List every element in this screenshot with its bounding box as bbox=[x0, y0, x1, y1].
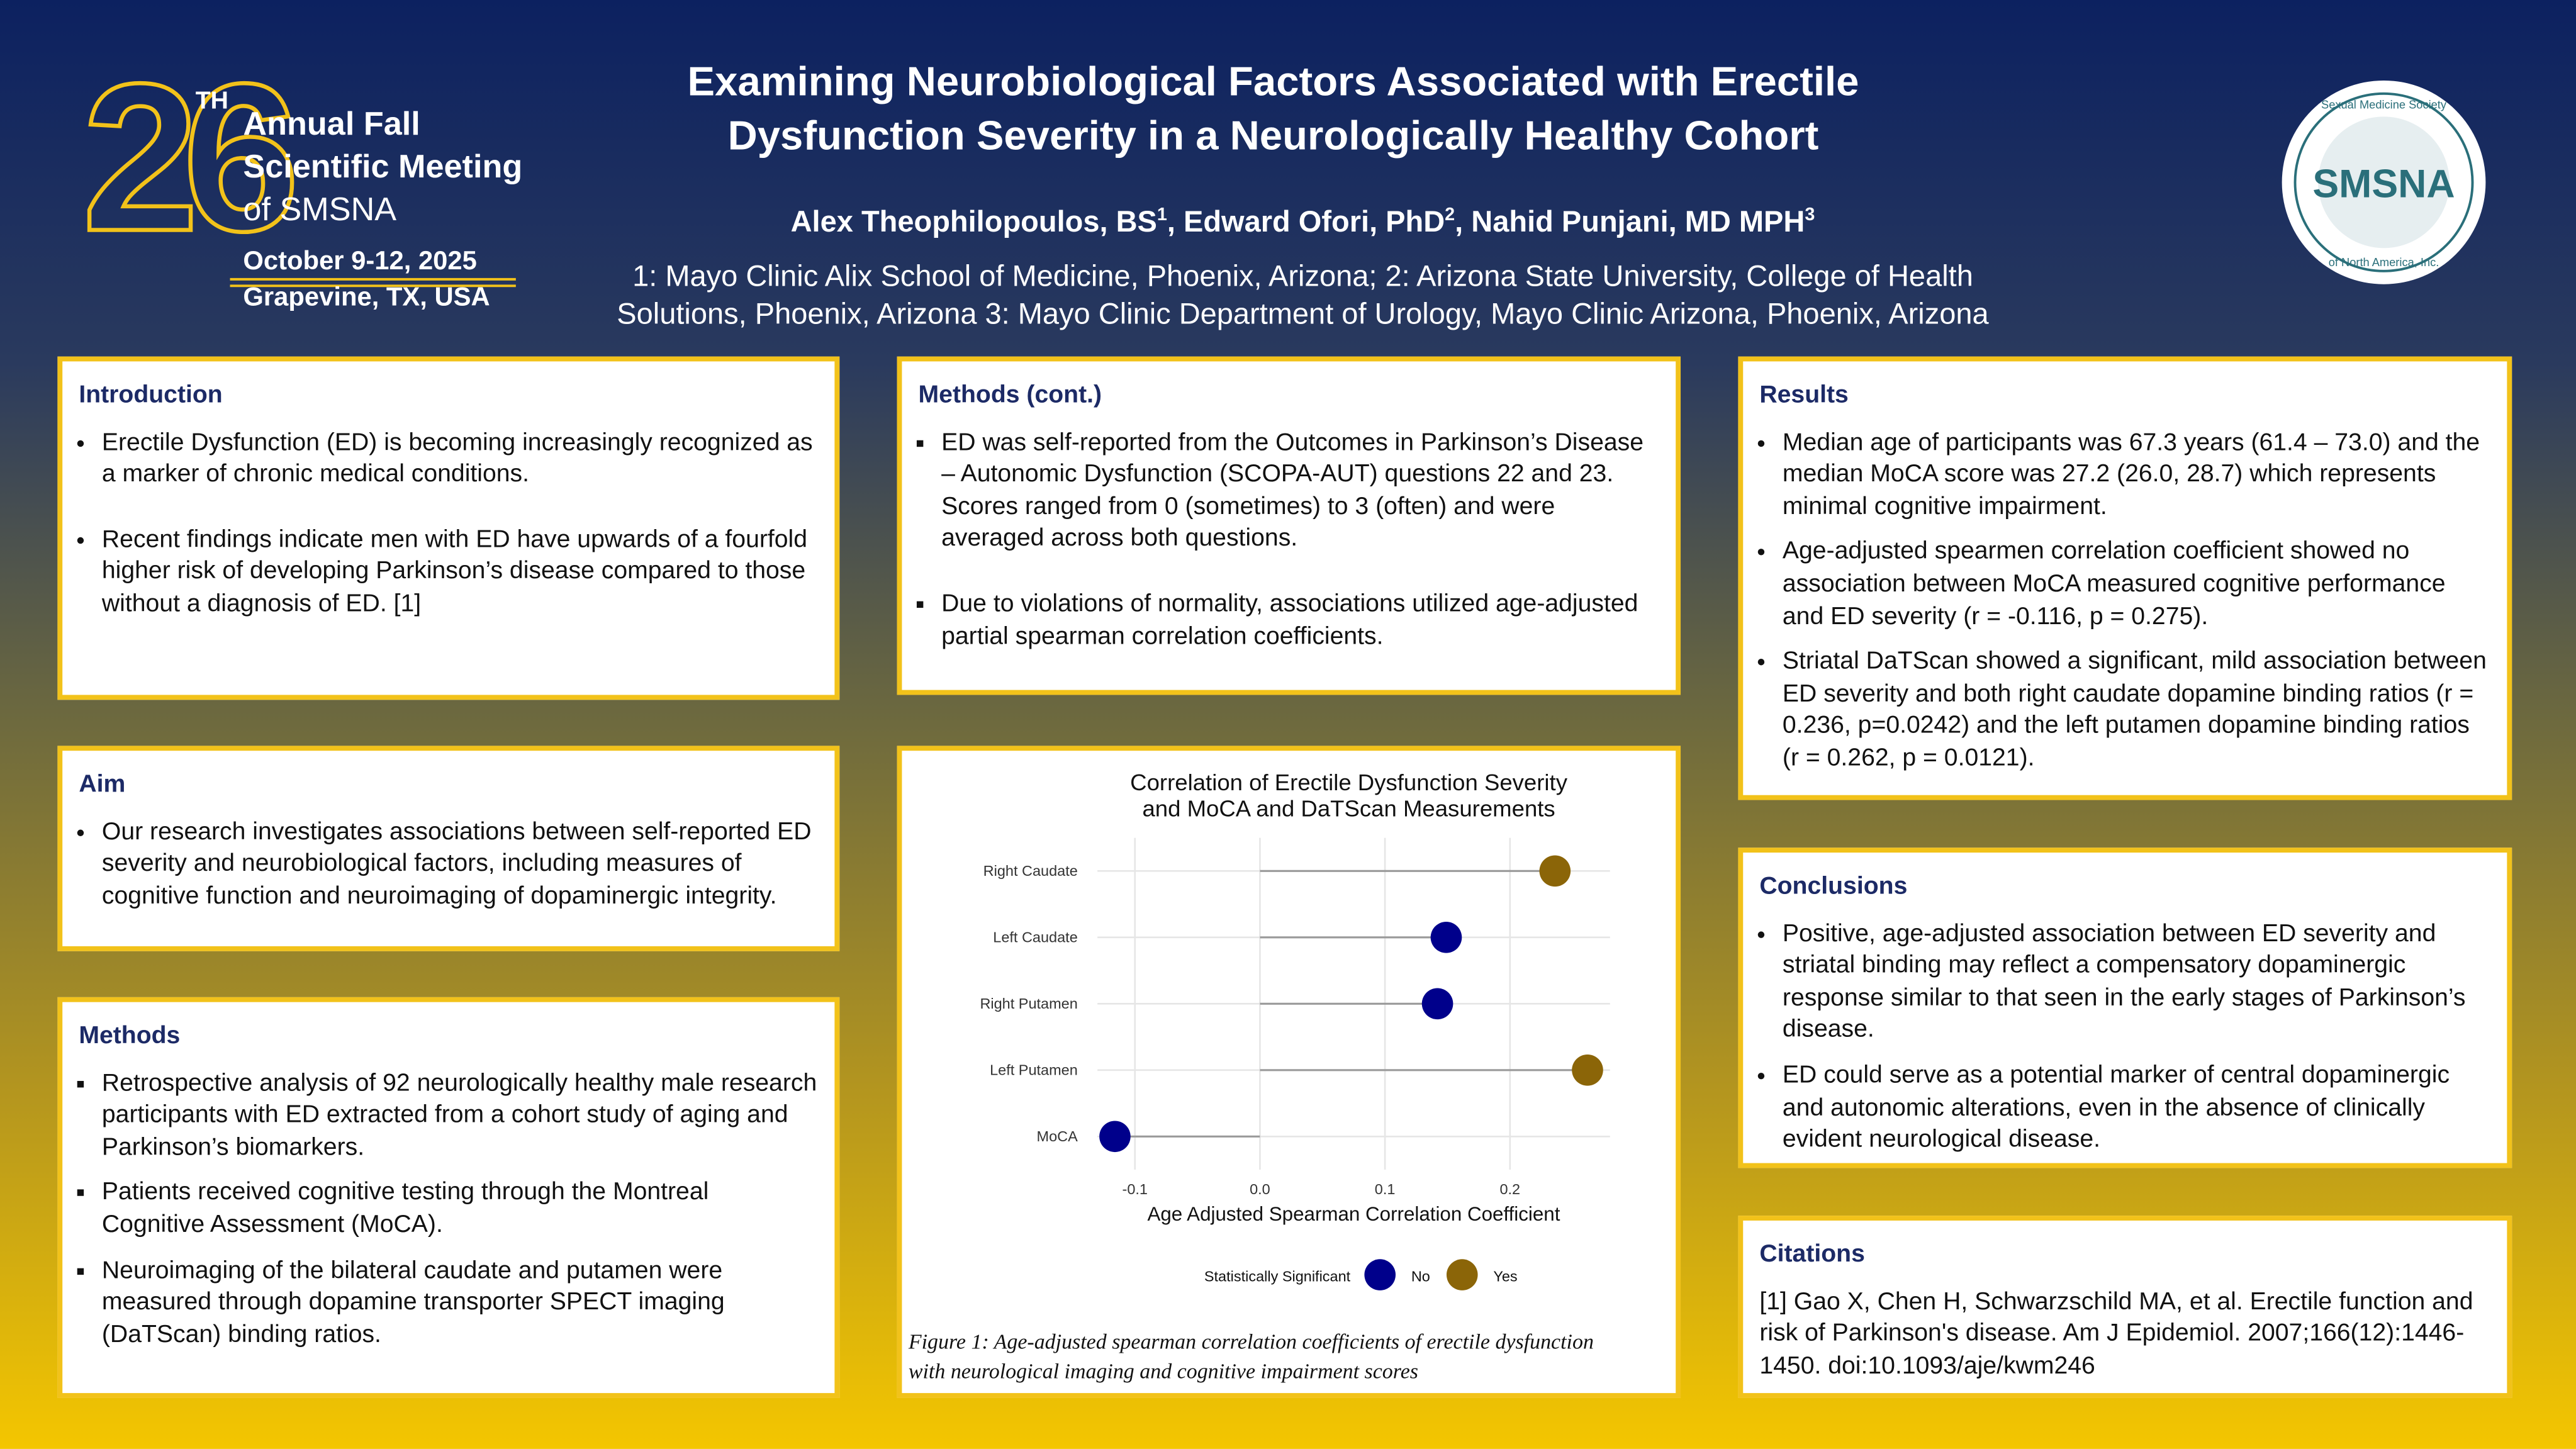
section-heading: Methods bbox=[79, 1022, 181, 1050]
society-map bbox=[2318, 116, 2450, 249]
bullet: Due to violations of normality, associat… bbox=[941, 588, 1659, 652]
section-heading: Conclusions bbox=[1759, 872, 1908, 900]
bullet-list: Retrospective analysis of 92 neurologica… bbox=[79, 1067, 818, 1351]
author: , Edward Ofori, PhD bbox=[1167, 205, 1445, 238]
author-affiliation: 3 bbox=[1805, 205, 1815, 225]
bullet-list: Our research investigates associations b… bbox=[79, 816, 818, 912]
y-tick-label: Left Caudate bbox=[993, 929, 1078, 946]
bullet: Erectile Dysfunction (ED) is becoming in… bbox=[102, 427, 818, 491]
legend-label: No bbox=[1411, 1268, 1430, 1285]
dot bbox=[1539, 855, 1571, 887]
event-line: of SMSNA bbox=[243, 191, 396, 228]
event-line: Annual Fall bbox=[243, 106, 420, 142]
author-affiliation: 1 bbox=[1156, 205, 1167, 225]
bullet-list: Erectile Dysfunction (ED) is becoming in… bbox=[79, 427, 818, 620]
bullet-list: Median age of participants was 67.3 year… bbox=[1759, 427, 2490, 775]
x-tick-label: -0.1 bbox=[1123, 1181, 1148, 1197]
event-location: Grapevine, TX, USA bbox=[243, 282, 490, 311]
figure-panel bbox=[897, 746, 1681, 1398]
section-heading: Methods (cont.) bbox=[918, 381, 1102, 410]
affiliation-line: Solutions, Phoenix, Arizona 3: Mayo Clin… bbox=[617, 297, 1989, 330]
title-line: Examining Neurobiological Factors Associ… bbox=[687, 59, 1859, 106]
section: Aim Our research investigates association… bbox=[57, 746, 840, 951]
dot bbox=[1572, 1054, 1603, 1086]
affiliation-line: 1: Mayo Clinic Alix School of Medicine, … bbox=[632, 259, 1973, 293]
event-line: Scientific Meeting bbox=[243, 148, 522, 185]
section: Methods (cont.) ED was self-reported from… bbox=[897, 356, 1681, 695]
bullet-list: Positive, age-adjusted association betwe… bbox=[1759, 917, 2490, 1156]
y-tick-label: Right Caudate bbox=[983, 863, 1078, 879]
x-axis-label: Age Adjusted Spearman Correlation Coeffi… bbox=[1147, 1203, 1560, 1225]
y-tick-label: Left Putamen bbox=[990, 1062, 1078, 1078]
bullet: Age-adjusted spearmen correlation coeffi… bbox=[1783, 536, 2490, 632]
bullet: ED was self-reported from the Outcomes i… bbox=[941, 427, 1659, 556]
y-tick-label: Right Putamen bbox=[980, 995, 1077, 1012]
bullet-list: ED was self-reported from the Outcomes i… bbox=[919, 427, 1660, 652]
y-tick-label: MoCA bbox=[1037, 1128, 1078, 1144]
bullet: Median age of participants was 67.3 year… bbox=[1783, 427, 2490, 523]
x-tick-label: 0.0 bbox=[1250, 1181, 1270, 1197]
bullet: Recent findings indicate men with ED hav… bbox=[102, 523, 818, 620]
authors: Alex Theophilopoulos, BS1, Edward Ofori,… bbox=[493, 205, 2112, 240]
section-heading: Results bbox=[1759, 381, 1849, 410]
dot bbox=[1430, 922, 1462, 953]
section-heading: Citations bbox=[1759, 1240, 1865, 1268]
section: Methods Retrospective analysis of 92 neur… bbox=[57, 997, 840, 1398]
bullet: Striatal DaTScan showed a significant, m… bbox=[1783, 646, 2490, 775]
bullet: ED could serve as a potential marker of … bbox=[1783, 1060, 2490, 1156]
legend-label: Yes bbox=[1493, 1268, 1517, 1285]
title-line: Dysfunction Severity in a Neurologically… bbox=[727, 113, 1819, 160]
figure-caption: Figure 1: Age-adjusted spearman correlat… bbox=[908, 1329, 1594, 1384]
x-tick-label: 0.1 bbox=[1375, 1181, 1396, 1197]
author: , Nahid Punjani, MD MPH bbox=[1455, 205, 1805, 238]
society-ring bbox=[2293, 92, 2474, 272]
society-bottom: of North America, Inc. bbox=[2329, 255, 2439, 269]
event-suffix: TH bbox=[196, 87, 228, 114]
event-date: October 9-12, 2025 bbox=[243, 245, 476, 275]
author: Alex Theophilopoulos, BS bbox=[790, 205, 1157, 238]
legend-swatch bbox=[1446, 1259, 1478, 1290]
section: Conclusions Positive, age-adjusted associ… bbox=[1738, 848, 2512, 1168]
legend-title: Statistically Significant bbox=[1204, 1268, 1351, 1285]
bullet: Our research investigates associations b… bbox=[102, 816, 818, 912]
bullet: Neuroimaging of the bilateral caudate an… bbox=[102, 1255, 818, 1351]
society-top: Sexual Medicine Society bbox=[2321, 98, 2447, 111]
section: Results Median age of participants was 67… bbox=[1738, 356, 2512, 800]
dot bbox=[1421, 988, 1453, 1020]
citation: [1] Gao X, Chen H, Schwarzschild MA, et … bbox=[1759, 1287, 2473, 1380]
section: Citations [1] Gao X, Chen H, Schwarzschil… bbox=[1738, 1216, 2512, 1398]
legend-swatch bbox=[1364, 1259, 1396, 1290]
bullet: Patients received cognitive testing thro… bbox=[102, 1177, 818, 1241]
section-heading: Aim bbox=[79, 770, 126, 798]
author-affiliation: 2 bbox=[1445, 205, 1455, 225]
society-name: SMSNA bbox=[2312, 162, 2455, 206]
affiliations: 1: Mayo Clinic Alix School of Medicine, … bbox=[493, 258, 2112, 333]
bullet: Positive, age-adjusted association betwe… bbox=[1783, 917, 2490, 1046]
section: Introduction Erectile Dysfunction (ED) is… bbox=[57, 356, 840, 700]
x-tick-label: 0.2 bbox=[1499, 1181, 1520, 1197]
title: Examining Neurobiological Factors Associ… bbox=[493, 56, 2053, 164]
dot bbox=[1099, 1121, 1131, 1153]
section-heading: Introduction bbox=[79, 381, 223, 410]
bullet: Retrospective analysis of 92 neurologica… bbox=[102, 1067, 818, 1163]
chart-title: Correlation of Erectile Dysfunction Seve… bbox=[1130, 768, 1567, 822]
event-number: 26 bbox=[82, 40, 294, 275]
